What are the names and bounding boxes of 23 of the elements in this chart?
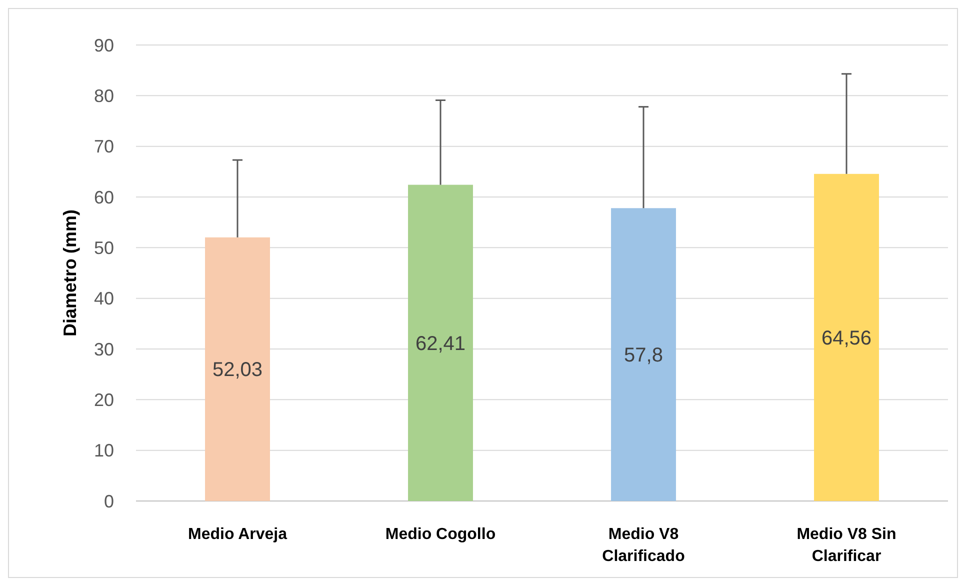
y-tick-label: 90	[94, 35, 114, 56]
data-label: 57,8	[624, 344, 663, 367]
data-label: 52,03	[212, 359, 263, 382]
y-tick-label: 40	[94, 288, 114, 309]
y-tick-label: 10	[94, 440, 114, 461]
bar	[408, 184, 473, 501]
y-tick-label: 30	[94, 339, 114, 360]
y-tick-label: 20	[94, 390, 114, 410]
y-tick-label: 50	[94, 238, 114, 258]
y-axis-title: Diametro (mm)	[60, 209, 80, 337]
y-tick-label: 80	[94, 86, 114, 106]
bar	[205, 237, 270, 501]
y-tick-label: 0	[104, 491, 114, 512]
x-tick-label: Medio V8 Sin Clarificar	[796, 526, 896, 565]
bar	[611, 208, 676, 501]
data-label: 64,56	[821, 327, 872, 350]
data-label: 62,41	[415, 332, 466, 355]
x-tick-label: Medio Arveja	[188, 526, 288, 543]
bar	[814, 174, 879, 501]
x-tick-label: Medio V8 Clarificado	[602, 526, 686, 565]
y-tick-label: 60	[94, 187, 114, 208]
y-tick-label: 70	[94, 136, 114, 157]
x-tick-label: Medio Cogollo	[385, 526, 496, 543]
